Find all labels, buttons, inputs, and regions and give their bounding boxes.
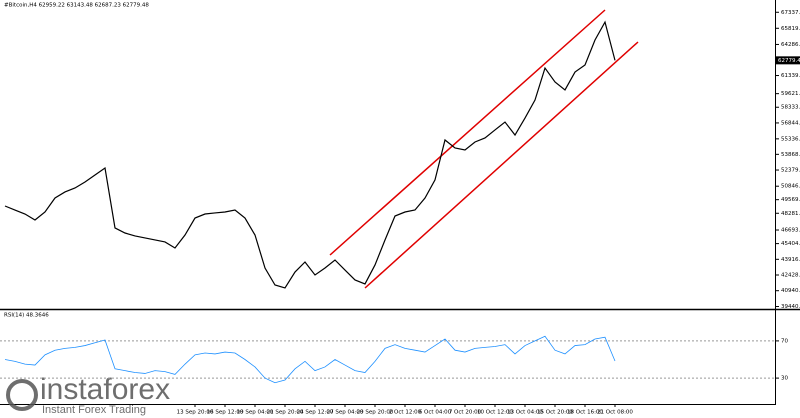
x-tick-label: 16 Sep 12:00 bbox=[207, 410, 244, 416]
y-tick-label: 67337.00 bbox=[781, 10, 800, 16]
x-tick-label: 27 Sep 04:00 bbox=[327, 410, 364, 416]
rsi-title: RSI(14) 48.3646 bbox=[4, 313, 49, 319]
x-tick-label: 13 Sep 20:00 bbox=[177, 410, 214, 416]
y-tick-label: 59621.30 bbox=[781, 91, 800, 97]
y-tick-label: 53868.00 bbox=[781, 152, 800, 158]
y-tick-label: 49569.80 bbox=[781, 197, 800, 203]
x-tick-label: 24 Sep 12:00 bbox=[297, 410, 334, 416]
y-tick-label: 45404.80 bbox=[781, 241, 800, 247]
y-tick-label: 43916.60 bbox=[781, 257, 800, 263]
y-tick-label: 48281.30 bbox=[781, 211, 800, 217]
y-tick-label: 64286.20 bbox=[781, 42, 800, 48]
y-tick-label: 30 bbox=[781, 376, 788, 382]
x-tick-label: 2 Oct 12:00 bbox=[389, 410, 422, 416]
x-tick-label: 7 Oct 20:00 bbox=[449, 410, 482, 416]
x-tick-label: 6 Oct 04:00 bbox=[419, 410, 452, 416]
y-tick-label: 70 bbox=[781, 338, 788, 344]
last-price-box bbox=[776, 56, 800, 65]
y-tick-label: 50846.40 bbox=[781, 184, 800, 190]
y-tick-label: 39440.00 bbox=[781, 304, 800, 310]
y-tick-label: 46693.20 bbox=[781, 228, 800, 234]
channel-lower bbox=[364, 41, 639, 289]
x-tick-label: 13 Oct 04:00 bbox=[507, 410, 543, 416]
y-tick-label: 55336.40 bbox=[781, 136, 800, 142]
x-tick-label: 29 Sep 20:00 bbox=[357, 410, 394, 416]
y-tick-label: 61339.00 bbox=[781, 73, 800, 79]
x-tick-label: 21 Sep 20:00 bbox=[267, 410, 304, 416]
x-tick-label: 18 Oct 16:00 bbox=[567, 410, 603, 416]
channel-upper bbox=[329, 9, 606, 256]
x-tick-label: 15 Oct 20:00 bbox=[537, 410, 573, 416]
last-price-label: 62779.48 bbox=[778, 58, 800, 64]
y-tick-label: 52379.80 bbox=[781, 168, 800, 174]
y-tick-label: 56844.70 bbox=[781, 120, 800, 126]
chart-title: #Bitcoin,H4 62959.22 63143.48 62687.23 6… bbox=[4, 3, 149, 9]
price-line bbox=[4, 335, 616, 384]
y-tick-label: 42428.30 bbox=[781, 273, 800, 279]
price-line bbox=[4, 20, 616, 289]
x-tick-label: 10 Oct 12:00 bbox=[477, 410, 513, 416]
y-tick-label: 40940.00 bbox=[781, 288, 800, 294]
y-tick-label: 65819.00 bbox=[781, 26, 800, 32]
x-tick-label: 19 Sep 04:00 bbox=[237, 410, 274, 416]
x-tick-label: 21 Oct 08:00 bbox=[597, 410, 633, 416]
watermark-logo bbox=[6, 379, 38, 411]
y-tick-label: 58333.00 bbox=[781, 105, 800, 111]
watermark-tagline: Instant Forex Trading bbox=[42, 404, 146, 416]
